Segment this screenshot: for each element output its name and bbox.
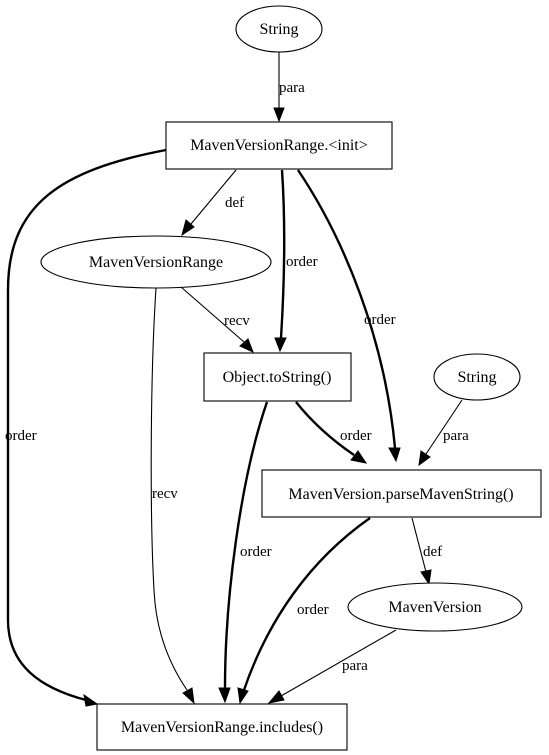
node-range-var: MavenVersionRange bbox=[40, 235, 272, 289]
node-string-top: String bbox=[235, 5, 323, 53]
edge-order-tostring-to-parse: order bbox=[295, 401, 372, 464]
node-range-init: MavenVersionRange.<init> bbox=[165, 121, 393, 170]
edge-label-recv: recv bbox=[152, 486, 178, 502]
edge-label-def: def bbox=[423, 544, 442, 560]
edge-order-tostring-to-includes: order bbox=[218, 401, 272, 704]
edge-label-para: para bbox=[279, 80, 305, 96]
node-parse-maven-string: MavenVersion.parseMavenString() bbox=[261, 469, 542, 518]
edge-label-order: order bbox=[240, 544, 272, 560]
node-tostring: Object.toString() bbox=[203, 352, 352, 402]
node-label: MavenVersion bbox=[388, 599, 481, 616]
node-label: MavenVersionRange.includes() bbox=[121, 719, 323, 736]
edge-label-para: para bbox=[342, 658, 368, 674]
edge-label-order: order bbox=[364, 312, 396, 328]
node-label: MavenVersionRange bbox=[89, 254, 223, 271]
edge-label-order: order bbox=[286, 254, 318, 270]
node-range-includes: MavenVersionRange.includes() bbox=[96, 703, 348, 751]
edge-order-init-to-tostring: order bbox=[274, 169, 318, 353]
edge-para-string-to-init: para bbox=[273, 52, 305, 123]
edge-label-order: order bbox=[5, 428, 37, 444]
node-label: Object.toString() bbox=[223, 369, 332, 386]
edge-order-init-to-parse: order bbox=[297, 169, 401, 463]
edge-label-order: order bbox=[297, 602, 329, 618]
edge-recv-range-to-tostring: recv bbox=[180, 286, 254, 353]
edge-label-def: def bbox=[225, 195, 244, 211]
node-maven-version: MavenVersion bbox=[347, 582, 523, 632]
node-label: String bbox=[457, 369, 496, 386]
edge-recv-range-to-includes: recv bbox=[150, 287, 195, 705]
edge-order-parse-to-includes: order bbox=[237, 517, 371, 705]
node-label: MavenVersionRange.<init> bbox=[190, 137, 368, 154]
edge-para-version-to-includes: para bbox=[267, 629, 397, 704]
edge-label-recv: recv bbox=[224, 313, 250, 329]
node-label: MavenVersion.parseMavenString() bbox=[288, 486, 513, 503]
node-string-right: String bbox=[433, 353, 521, 401]
edge-para-string-to-parse: para bbox=[418, 399, 469, 467]
edge-def-parse-to-version: def bbox=[411, 517, 442, 586]
edge-label-order: order bbox=[340, 428, 372, 444]
edge-label-para: para bbox=[443, 428, 469, 444]
edge-def-init-to-range: def bbox=[181, 169, 244, 237]
edge-order-init-to-includes: order bbox=[5, 148, 167, 707]
node-label: String bbox=[259, 21, 298, 38]
